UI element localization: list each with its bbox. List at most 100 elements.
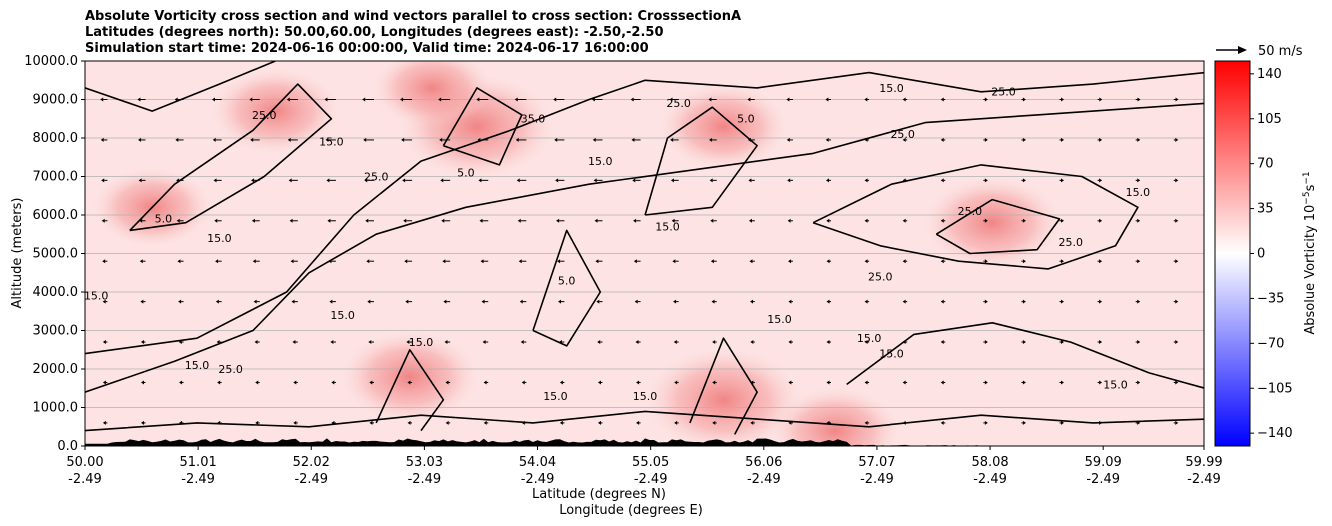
wind-vector-head-113 <box>556 218 560 223</box>
wind-vector-head-170 <box>786 97 790 102</box>
colorbar-tick-label-1: −105 <box>1257 381 1293 396</box>
wind-vector-head-54 <box>331 420 335 425</box>
wind-vector-head-150 <box>709 178 713 183</box>
contour-label-0: 25.0 <box>252 109 277 122</box>
wind-vector-head-91 <box>483 380 487 385</box>
contour-label-25: 15.0 <box>1103 378 1128 391</box>
contour-label-4: 5.0 <box>457 167 475 180</box>
wind-vector-head-154 <box>750 380 754 385</box>
wind-vector-head-197 <box>902 97 906 102</box>
wind-vector-head-153 <box>750 420 754 425</box>
wind-vector-head-100 <box>521 380 525 385</box>
wind-vector-head-86 <box>441 218 445 223</box>
wind-vector-head-131 <box>633 218 637 223</box>
colorbar-tick-label-3: −35 <box>1257 291 1284 306</box>
wind-vector-head-238 <box>1099 259 1103 264</box>
contour-line-9 <box>689 337 758 435</box>
wind-vector-head-225 <box>1061 420 1065 425</box>
x-tick-label-lat-5: 55.05 <box>632 455 669 470</box>
contour-label-29: 15.0 <box>655 220 680 233</box>
wind-vector-head-132 <box>632 178 636 183</box>
wind-vector-head-209 <box>984 340 988 345</box>
x-tick-label-lon-8: -2.49 <box>973 472 1007 487</box>
y-axis-label: Altitude (meters) <box>10 198 25 309</box>
wind-vector-head-168 <box>787 178 791 183</box>
contour-label-1: 5.0 <box>155 213 173 226</box>
wind-vector-head-83 <box>444 340 448 345</box>
wind-vector-head-171 <box>826 420 830 425</box>
wind-vector-head-31 <box>215 259 219 264</box>
wind-vector-head-203 <box>940 218 944 223</box>
quiver-key: 50 m/s <box>1216 44 1303 59</box>
wind-vector-head-259 <box>1175 137 1179 142</box>
wind-vector-head-169 <box>786 137 790 142</box>
wind-vector-head-13 <box>139 259 143 264</box>
wind-vector-head-69 <box>364 178 368 183</box>
wind-vector-head-6 <box>101 178 105 183</box>
wind-vector-head-237 <box>1099 299 1103 304</box>
y-tick-label-9: 9000.0 <box>33 93 79 108</box>
contour-label-5: 35.0 <box>521 113 546 126</box>
x-tick-label-lon-4: -2.49 <box>521 472 555 487</box>
wind-vector-head-81 <box>445 420 449 425</box>
wind-vector-head-145 <box>712 380 716 385</box>
wind-vector-head-134 <box>630 97 634 102</box>
wind-vector-head-135 <box>674 420 678 425</box>
contour-label-13: 25.0 <box>958 205 983 218</box>
wind-vector-head-248 <box>1137 218 1141 223</box>
wind-vector-head-139 <box>672 259 676 264</box>
wind-vector-head-84 <box>443 299 447 304</box>
wind-vector-head-254 <box>1175 340 1179 345</box>
wind-vector-head-15 <box>138 178 142 183</box>
wind-vector-head-232 <box>1061 137 1065 142</box>
wind-vector-head-107 <box>514 97 518 102</box>
wind-vector-head-93 <box>481 299 485 304</box>
x-axis-label-latitude: Latitude (degrees N) <box>532 487 666 502</box>
contour-label-22: 25.0 <box>218 363 243 376</box>
wind-vector-head-5 <box>101 218 105 223</box>
wind-vector-head-218 <box>1022 340 1026 345</box>
x-tick-label-lat-8: 58.08 <box>971 455 1008 470</box>
wind-vector-head-155 <box>750 340 754 345</box>
x-tick-label-lon-10: -2.49 <box>1187 472 1221 487</box>
wind-vector-head-109 <box>559 380 563 385</box>
wind-vector-head-223 <box>1022 137 1026 142</box>
wind-vector-head-56 <box>330 340 334 345</box>
x-tick-label-lat-9: 59.09 <box>1085 455 1122 470</box>
wind-vector-head-210 <box>984 299 988 304</box>
wind-vector-head-85 <box>442 259 446 264</box>
wind-vector-head-230 <box>1061 218 1065 223</box>
contour-line-8 <box>375 349 445 432</box>
y-tick-label-4: 4000.0 <box>33 285 79 300</box>
wind-vector-head-250 <box>1137 137 1141 142</box>
wind-vector-head-140 <box>671 218 675 223</box>
wind-vector-head-99 <box>521 420 525 425</box>
wind-vector-head-159 <box>748 178 752 183</box>
wind-vector-head-136 <box>674 380 678 385</box>
wind-vector-head-19 <box>179 380 183 385</box>
terrain <box>85 438 1204 446</box>
wind-vector-head-133 <box>631 137 635 142</box>
wind-vector-head-52 <box>287 137 291 142</box>
wind-vector-head-118 <box>597 380 601 385</box>
wind-vector-head-260 <box>1175 97 1179 102</box>
wind-vector-head-97 <box>477 137 481 142</box>
wind-vector-head-251 <box>1137 97 1141 102</box>
y-tick-label-1: 1000.0 <box>33 401 79 416</box>
wind-vector-head-10 <box>140 380 144 385</box>
contour-label-20: 15.0 <box>409 336 434 349</box>
wind-vector-head-148 <box>710 259 714 264</box>
wind-vector-head-190 <box>902 380 906 385</box>
vorticity-features <box>93 61 1060 446</box>
x-tick-label-lon-6: -2.49 <box>747 472 781 487</box>
contour-label-16: 15.0 <box>857 332 882 345</box>
wind-vectors <box>100 97 1179 425</box>
wind-vector-head-20 <box>178 340 182 345</box>
contour-label-6: 15.0 <box>588 155 613 168</box>
wind-vector-head-194 <box>902 218 906 223</box>
wind-vector-head-255 <box>1175 299 1179 304</box>
wind-vector-head-160 <box>747 137 751 142</box>
wind-vector-head-212 <box>984 218 988 223</box>
contour-line-4 <box>935 198 1061 255</box>
